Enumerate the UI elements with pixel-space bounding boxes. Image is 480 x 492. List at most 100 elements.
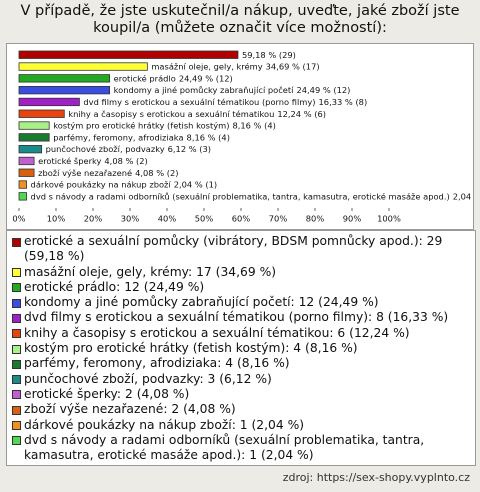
bar-category: erotické šperky: [38, 155, 101, 165]
bar-label: parfémy, feromony, afrodiziaka 8,16 % (4): [53, 132, 230, 142]
bar-label: kondomy a jiné pomůcky zabraňující počet…: [114, 85, 351, 95]
legend-text: knihy a časopisy s erotickou a sexuální …: [24, 325, 410, 340]
value-label: 34,69 % (17): [266, 61, 320, 71]
bar: [18, 121, 50, 130]
chart: 0% 10% 20% 30% 40% 50% 60% 70% 80% 90% 100% 59,18 %…: [6, 43, 474, 230]
legend: erotické a sexuální pomůcky (vibrátory, …: [6, 230, 476, 466]
legend-text: dárkové poukázky na nákup zboží: 1 (2,04…: [24, 417, 305, 432]
value-label: 2,04 % (1): [453, 191, 474, 201]
bar: [18, 192, 27, 201]
bar-label: punčochové zboží, podvazky 6,12 % (3): [46, 144, 211, 154]
legend-swatch: [12, 405, 21, 415]
value-label: 8,16 % (4): [187, 132, 230, 142]
legend-swatch: [12, 298, 21, 308]
bar: [18, 156, 35, 166]
bar-label: masážní oleje, gely, krémy 34,69 % (17): [151, 61, 319, 71]
legend-item: punčochové zboží, podvazky: 3 (6,12 %): [11, 372, 469, 387]
bar-category: kostým pro erotické hrátky (fetish kostý…: [53, 120, 229, 130]
x-tick-label: 100%: [377, 214, 401, 224]
legend-item: zboží výše nezařazené: 2 (4,08 %): [11, 402, 469, 417]
legend-swatch: [12, 313, 21, 323]
bar-category: dvd filmy s erotickou a sexuální tématik…: [83, 96, 315, 106]
legend-item: erotické šperky: 2 (4,08 %): [11, 387, 469, 402]
bar-category: zboží výše nezařazené: [38, 167, 132, 177]
legend-text: parfémy, feromony, afrodiziaka: 4 (8,16 …: [24, 356, 290, 371]
bar: [18, 145, 43, 154]
legend-swatch: [12, 421, 21, 431]
x-tick-label: 10%: [47, 214, 66, 224]
legend-item: erotické a sexuální pomůcky (vibrátory, …: [11, 234, 469, 265]
legend-swatch: [12, 359, 21, 369]
legend-swatch: [12, 329, 21, 339]
legend-swatch: [12, 344, 21, 354]
x-tick-label: 20%: [84, 214, 103, 224]
bar-label: dvd s návody a radami odborníků (sexuáln…: [31, 191, 474, 201]
x-tick-label: 30%: [121, 214, 140, 224]
bar-category: dvd s návody a radami odborníků (sexuáln…: [31, 191, 450, 201]
chart-title: V případě, že jste uskutečnil/a nákup, u…: [20, 3, 460, 36]
legend-text: zboží výše nezařazené: 2 (4,08 %): [24, 402, 236, 417]
x-tick-label: 50%: [195, 214, 214, 224]
legend-item: dvd s návody a radami odborníků (sexuáln…: [11, 433, 469, 464]
value-label: 6,12 % (3): [168, 144, 211, 154]
legend-item: dárkové poukázky na nákup zboží: 1 (2,04…: [11, 418, 469, 433]
legend-item: kostým pro erotické hrátky (fetish kostý…: [11, 341, 469, 356]
bar: [18, 97, 80, 107]
bar-label: zboží výše nezařazené 4,08 % (2): [38, 167, 178, 177]
legend-text: kostým pro erotické hrátky (fetish kostý…: [24, 341, 358, 356]
bar-label: erotické šperky 4,08 % (2): [38, 155, 148, 165]
bar-category: masážní oleje, gely, krémy: [151, 61, 262, 71]
legend-text: dvd filmy s erotickou a sexuální tématik…: [24, 310, 449, 325]
legend-item: masážní oleje, gely, krémy: 17 (34,69 %): [11, 265, 469, 280]
legend-item: dvd filmy s erotickou a sexuální tématik…: [11, 310, 469, 325]
bar: [18, 86, 111, 95]
value-label: 2,04 % (1): [174, 179, 217, 189]
legend-text: erotické šperky: 2 (4,08 %): [24, 386, 190, 401]
bar-label: kostým pro erotické hrátky (fetish kostý…: [53, 120, 276, 130]
bar: [18, 133, 50, 142]
x-tick-label: 0%: [12, 214, 25, 224]
legend-swatch: [12, 237, 21, 247]
bar-label: 59,18 % (29): [242, 49, 296, 59]
bar: [18, 74, 111, 83]
bar: [18, 62, 148, 71]
value-label: 4,08 % (2): [135, 167, 178, 177]
legend-item: knihy a časopisy s erotickou a sexuální …: [11, 326, 469, 341]
legend-text: kondomy a jiné pomůcky zabraňující počet…: [24, 295, 379, 310]
legend-text: masážní oleje, gely, krémy: 17 (34,69 %): [24, 264, 277, 279]
legend-swatch: [12, 268, 21, 278]
legend-swatch: [12, 375, 21, 385]
value-label: 59,18 % (29): [242, 49, 296, 59]
x-tick-label: 80%: [306, 214, 325, 224]
bar-category: erotické prádlo: [114, 73, 176, 83]
value-label: 16,33 % (8): [319, 96, 368, 106]
bar-label: knihy a časopisy s erotickou a sexuální …: [68, 108, 326, 118]
legend-item: erotické prádlo: 12 (24,49 %): [11, 280, 469, 295]
value-label: 12,24 % (6): [277, 108, 326, 118]
x-tick-label: 40%: [158, 214, 177, 224]
bar-category: punčochové zboží, podvazky: [46, 144, 165, 154]
value-label: 24,49 % (12): [296, 85, 350, 95]
bar-category: dárkové poukázky na nákup zboží: [31, 179, 172, 189]
bar-label: dvd filmy s erotickou a sexuální tématik…: [83, 96, 367, 106]
legend-text: erotické prádlo: 12 (24,49 %): [24, 279, 205, 294]
x-tick-label: 90%: [343, 214, 362, 224]
legend-item: kondomy a jiné pomůcky zabraňující počet…: [11, 295, 469, 310]
legend-swatch: [12, 283, 21, 293]
bar: [18, 50, 239, 59]
value-label: 4,08 % (2): [104, 155, 147, 165]
legend-item: parfémy, feromony, afrodiziaka: 4 (8,16 …: [11, 356, 469, 371]
legend-text: dvd s návody a radami odborníků (sexuáln…: [24, 432, 425, 463]
legend-swatch: [12, 436, 21, 446]
bar-category: knihy a časopisy s erotickou a sexuální …: [68, 108, 274, 118]
x-tick-label: 60%: [232, 214, 251, 224]
bar-category: kondomy a jiné pomůcky zabraňující počet…: [114, 85, 295, 95]
legend-text: punčochové zboží, podvazky: 3 (6,12 %): [24, 371, 272, 386]
x-tick-label: 70%: [269, 214, 288, 224]
legend-text: erotické a sexuální pomůcky (vibrátory, …: [24, 234, 443, 264]
bar-label: erotické prádlo 24,49 % (12): [114, 73, 233, 83]
value-label: 8,16 % (4): [232, 120, 275, 130]
bar-category: parfémy, feromony, afrodiziaka: [53, 132, 183, 142]
bar: [18, 180, 27, 189]
